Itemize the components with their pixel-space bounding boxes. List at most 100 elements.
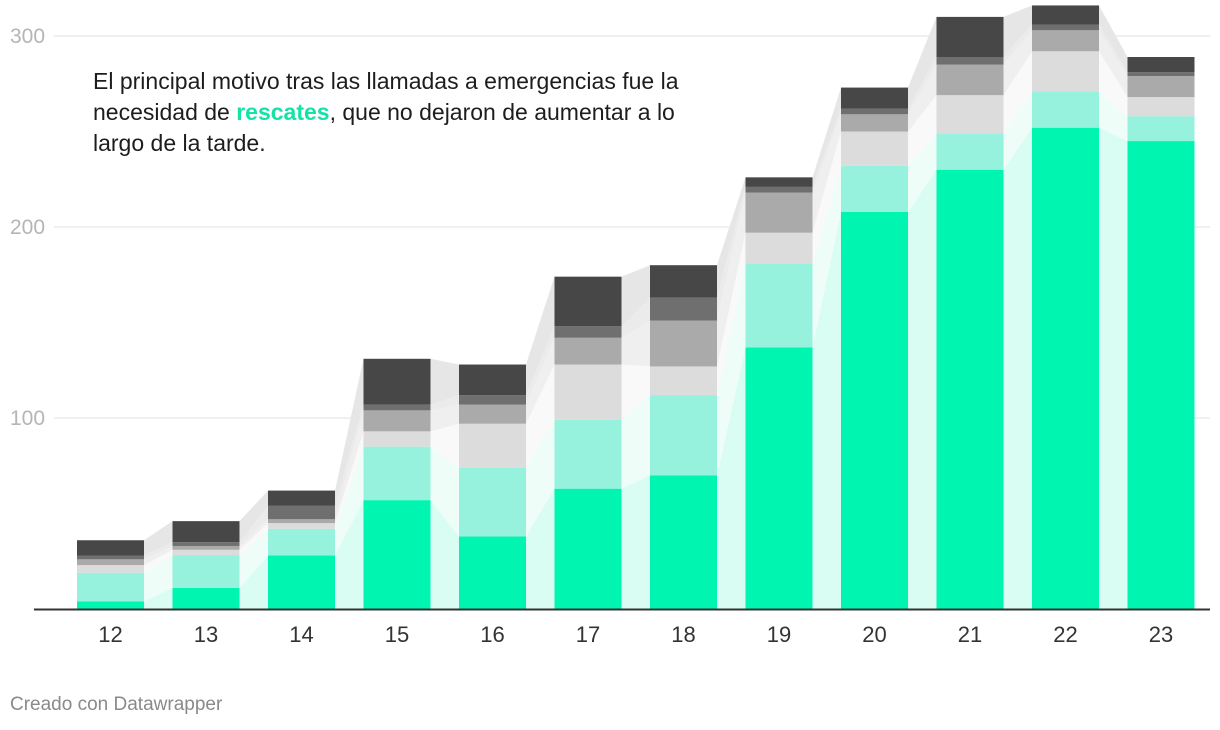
connector-band xyxy=(1099,91,1128,142)
connector-band xyxy=(144,542,173,560)
bar-segment xyxy=(650,297,717,321)
connector-band xyxy=(335,358,364,506)
bar-segment xyxy=(1127,76,1195,98)
x-tick-label: 19 xyxy=(767,622,791,647)
bar-segment xyxy=(172,545,240,550)
x-tick-label: 12 xyxy=(98,622,122,647)
bar-segment xyxy=(554,364,622,420)
x-tick-label: 16 xyxy=(480,622,504,647)
connector-band xyxy=(621,297,650,338)
connector-band xyxy=(430,395,459,411)
connector-band xyxy=(1099,127,1128,610)
bar-segment xyxy=(745,186,813,193)
connector-band xyxy=(1099,51,1128,117)
bar-segment xyxy=(459,467,526,537)
x-tick-label: 21 xyxy=(958,622,982,647)
bar-segment xyxy=(841,211,908,609)
bars xyxy=(77,5,1195,610)
connector-band xyxy=(1003,5,1032,58)
connector-band xyxy=(908,169,937,609)
connector-band xyxy=(526,276,555,396)
connector-band xyxy=(335,410,364,524)
bar-segment xyxy=(77,601,144,609)
credit-text: Creado con Datawrapper xyxy=(10,694,223,715)
x-tick-label: 13 xyxy=(194,622,218,647)
connector-band xyxy=(812,211,841,609)
connector-band xyxy=(430,404,459,432)
bar-segment xyxy=(459,395,526,405)
bar-segment xyxy=(936,16,1004,58)
bar-segment xyxy=(172,555,240,588)
connector-band xyxy=(239,555,268,609)
bar-segment xyxy=(936,64,1004,96)
bar-segment xyxy=(268,528,335,556)
connector-band xyxy=(239,523,268,556)
bar-segment xyxy=(650,475,717,609)
x-tick-label: 20 xyxy=(862,622,886,647)
x-tick-label: 18 xyxy=(671,622,695,647)
connector-band xyxy=(1099,5,1128,73)
connector-band xyxy=(621,475,650,609)
connector-band xyxy=(144,521,173,556)
connector-band xyxy=(1003,30,1032,96)
bar-segment xyxy=(77,565,144,573)
connector-band xyxy=(239,505,268,546)
connector-band xyxy=(908,133,937,212)
connector-band xyxy=(239,528,268,588)
connector-band xyxy=(812,108,841,193)
bar-segment xyxy=(1032,30,1099,52)
bar-segment xyxy=(172,587,240,609)
connector-band xyxy=(430,358,459,405)
connector-band xyxy=(908,64,937,132)
connector-band xyxy=(335,404,364,520)
bar-segment xyxy=(77,540,144,556)
connector-band xyxy=(239,490,268,543)
bar-segment xyxy=(1127,116,1195,142)
connector-band xyxy=(621,265,650,327)
y-tick-label: 300 xyxy=(10,25,45,48)
connector-band xyxy=(812,165,841,348)
bar-segment xyxy=(554,419,622,489)
connector-band xyxy=(812,114,841,233)
bar-segment xyxy=(172,549,240,556)
bar-segment xyxy=(745,177,813,187)
x-tick-label: 15 xyxy=(385,622,409,647)
bar-segment xyxy=(363,404,431,411)
x-tick-label: 14 xyxy=(289,622,313,647)
connector-band xyxy=(144,549,173,573)
bar-segment xyxy=(268,523,335,529)
bar-segment xyxy=(936,133,1004,170)
bar-segment xyxy=(459,536,526,609)
bar-segment xyxy=(936,57,1004,65)
bar-segment xyxy=(745,263,813,348)
connector-band xyxy=(526,419,555,537)
bar-segment xyxy=(363,500,431,609)
bar-segment xyxy=(363,410,431,432)
annotation-highlight: rescates xyxy=(236,99,330,125)
bar-segment xyxy=(554,276,622,327)
bar-segment xyxy=(650,395,717,476)
bar-segment xyxy=(459,423,526,468)
bar-segment xyxy=(363,446,431,501)
connector-band xyxy=(717,186,746,321)
bar-segment xyxy=(1032,5,1099,25)
bar-segment xyxy=(459,364,526,396)
connector-band xyxy=(239,519,268,550)
connector-band xyxy=(430,500,459,609)
x-tick-label: 22 xyxy=(1053,622,1077,647)
connector-band xyxy=(717,263,746,476)
connector-band xyxy=(621,320,650,367)
annotation-text-before: El principal motivo tras las llamadas a … xyxy=(93,68,679,125)
connector-band xyxy=(430,446,459,537)
bar-segment xyxy=(1127,97,1195,117)
connector-band xyxy=(1099,24,1128,77)
bar-segment xyxy=(268,555,335,609)
connector-band xyxy=(526,364,555,468)
connector-band xyxy=(908,16,937,109)
x-tick-label: 17 xyxy=(576,622,600,647)
connector-band xyxy=(1003,24,1032,65)
connector-band xyxy=(526,337,555,424)
connector-band xyxy=(144,555,173,602)
bar-segment xyxy=(459,404,526,424)
